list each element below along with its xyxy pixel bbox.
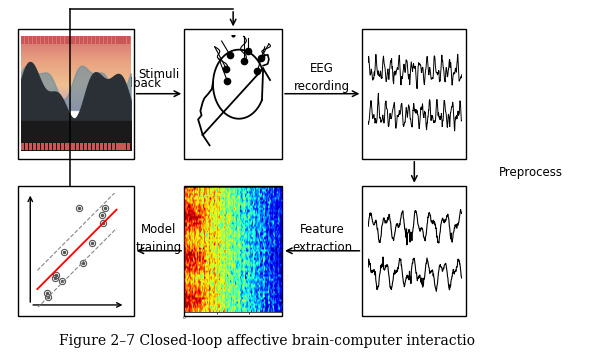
Text: EEG: EEG [310, 62, 334, 75]
Text: Model: Model [141, 223, 176, 236]
Bar [184, 186, 282, 316]
Text: Feedback: Feedback [106, 77, 162, 90]
Text: Preprocess: Preprocess [499, 166, 563, 179]
Text: Stimuli: Stimuli [138, 67, 179, 81]
Bar [184, 29, 282, 159]
Text: training: training [136, 241, 182, 254]
Bar [362, 186, 466, 316]
Bar [18, 186, 134, 316]
Bar [362, 29, 466, 159]
Text: recording: recording [294, 80, 350, 93]
Text: Feature: Feature [300, 223, 345, 236]
Text: Figure 2–7 Closed-loop affective brain-computer interactio: Figure 2–7 Closed-loop affective brain-c… [59, 334, 475, 348]
Text: extraction: extraction [292, 241, 352, 254]
Bar [18, 29, 134, 159]
